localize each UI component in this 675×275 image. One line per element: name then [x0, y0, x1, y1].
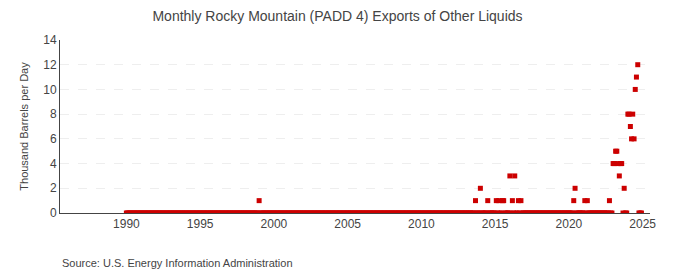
- svg-text:2015: 2015: [482, 217, 509, 231]
- svg-text:2010: 2010: [408, 217, 435, 231]
- svg-text:Source: U.S. Energy Informatio: Source: U.S. Energy Information Administ…: [62, 257, 293, 269]
- svg-text:6: 6: [50, 132, 57, 146]
- svg-text:4: 4: [50, 157, 57, 171]
- svg-text:2020: 2020: [556, 217, 583, 231]
- svg-text:2000: 2000: [261, 217, 288, 231]
- svg-text:1995: 1995: [187, 217, 214, 231]
- svg-text:Monthly Rocky Mountain (PADD 4: Monthly Rocky Mountain (PADD 4) Exports …: [152, 8, 522, 24]
- svg-text:2005: 2005: [334, 217, 361, 231]
- svg-text:8: 8: [50, 107, 57, 121]
- svg-text:2: 2: [50, 181, 57, 195]
- svg-text:0: 0: [50, 206, 57, 220]
- svg-text:Thousand Barrels per Day: Thousand Barrels per Day: [18, 62, 30, 191]
- svg-text:2025: 2025: [629, 217, 656, 231]
- svg-text:1990: 1990: [113, 217, 140, 231]
- svg-text:12: 12: [43, 58, 57, 72]
- svg-text:10: 10: [43, 83, 57, 97]
- svg-text:14: 14: [43, 33, 57, 47]
